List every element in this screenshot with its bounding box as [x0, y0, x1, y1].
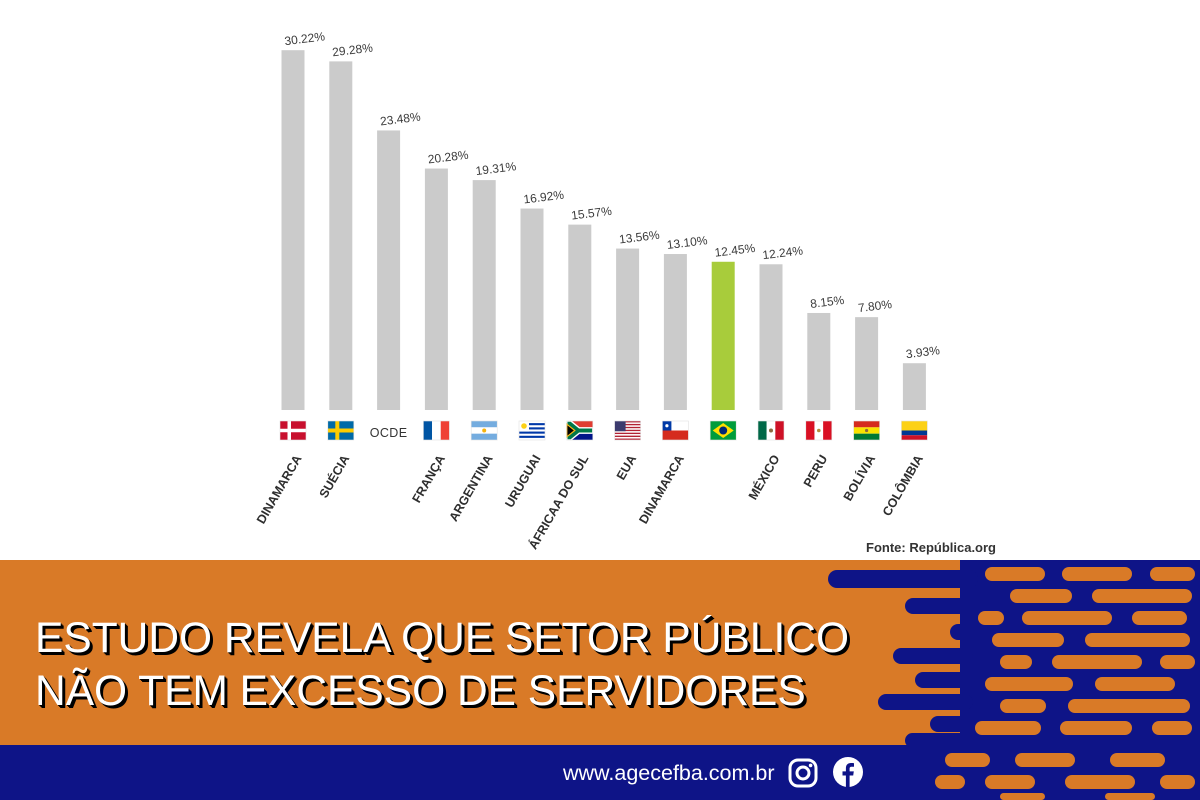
headline-line-1: ESTUDO REVELA QUE SETOR PÚBLICO — [35, 615, 850, 662]
south-africa-flag-icon — [566, 420, 594, 441]
website-link[interactable]: www.agecefba.com.br — [563, 761, 775, 785]
category-label: DINAMARCA — [254, 453, 305, 527]
bar-chart: 30.22% 29.28% 23.48% 20.28% 19.31% 16.92% 15.5… — [254, 29, 996, 555]
category-label: BOLÍVIA — [840, 452, 878, 503]
footer-band: www.agecefba.com.br — [0, 745, 1200, 800]
headline-band: ESTUDO REVELA QUE SETOR PÚBLICO NÃO TEM … — [0, 560, 1200, 745]
data-label: 12.45% — [714, 241, 756, 260]
category-label: EUA — [614, 453, 639, 483]
category-label: MÉXICO — [745, 452, 783, 502]
headline: ESTUDO REVELA QUE SETOR PÚBLICO NÃO TEM … — [35, 612, 849, 718]
category-label: COLÔMBIA — [879, 452, 926, 518]
data-label: 23.48% — [379, 110, 421, 129]
france-flag-icon — [423, 420, 450, 441]
bar — [329, 61, 353, 410]
usa-flag-icon — [614, 420, 641, 441]
data-label: 20.28% — [427, 148, 469, 167]
bar — [711, 261, 735, 410]
data-label: 3.93% — [905, 343, 941, 361]
bar — [759, 264, 783, 410]
bar — [281, 50, 305, 411]
data-label: 7.80% — [857, 297, 893, 315]
brazil-flag-icon — [709, 420, 737, 441]
category-label: PERU — [801, 453, 830, 490]
data-label: 29.28% — [331, 40, 373, 59]
data-label: 12.24% — [762, 243, 804, 262]
bar — [807, 312, 831, 410]
data-label: 8.15% — [809, 293, 845, 311]
country-markers: OCDE — [279, 420, 928, 441]
bar — [472, 180, 496, 410]
category-label: SUÉCIA — [316, 452, 353, 500]
bar — [902, 363, 926, 410]
data-label: 13.56% — [618, 228, 660, 247]
bar — [568, 224, 592, 410]
mexico-flag-icon — [757, 420, 785, 441]
peru-flag-icon — [805, 420, 833, 441]
bar — [616, 248, 640, 410]
bars — [281, 50, 926, 411]
source-label: Fonte: República.org — [866, 540, 996, 555]
sweden-flag-icon — [327, 420, 355, 441]
data-label: 19.31% — [475, 159, 517, 178]
data-label: 16.92% — [523, 188, 565, 207]
bar — [663, 254, 687, 410]
bar — [424, 168, 448, 410]
instagram-icon[interactable] — [788, 758, 818, 788]
bar — [855, 317, 879, 410]
data-label: 15.57% — [570, 204, 612, 223]
chile-flag-icon — [662, 420, 689, 441]
argentina-flag-icon — [470, 420, 498, 441]
category-label: ARGENTINA — [447, 453, 496, 524]
bar — [377, 130, 401, 410]
bar — [520, 208, 544, 410]
headline-line-2: NÃO TEM EXCESSO DE SERVIDORES — [35, 668, 806, 715]
colombia-flag-icon — [901, 420, 928, 441]
data-label: 13.10% — [666, 233, 708, 252]
category-label: URUGUAI — [502, 453, 543, 511]
denmark-flag-icon — [279, 420, 307, 441]
category-label: FRANÇA — [409, 453, 448, 506]
facebook-icon[interactable] — [832, 756, 864, 788]
bolivia-flag-icon — [853, 420, 880, 441]
data-labels: 30.22% 29.28% 23.48% 20.28% 19.31% 16.92% 15.5… — [284, 29, 941, 361]
marker-label: OCDE — [370, 426, 408, 440]
category-label: DINAMARCA — [636, 453, 687, 527]
uruguay-flag-icon — [518, 420, 546, 441]
data-label: 30.22% — [284, 29, 326, 48]
